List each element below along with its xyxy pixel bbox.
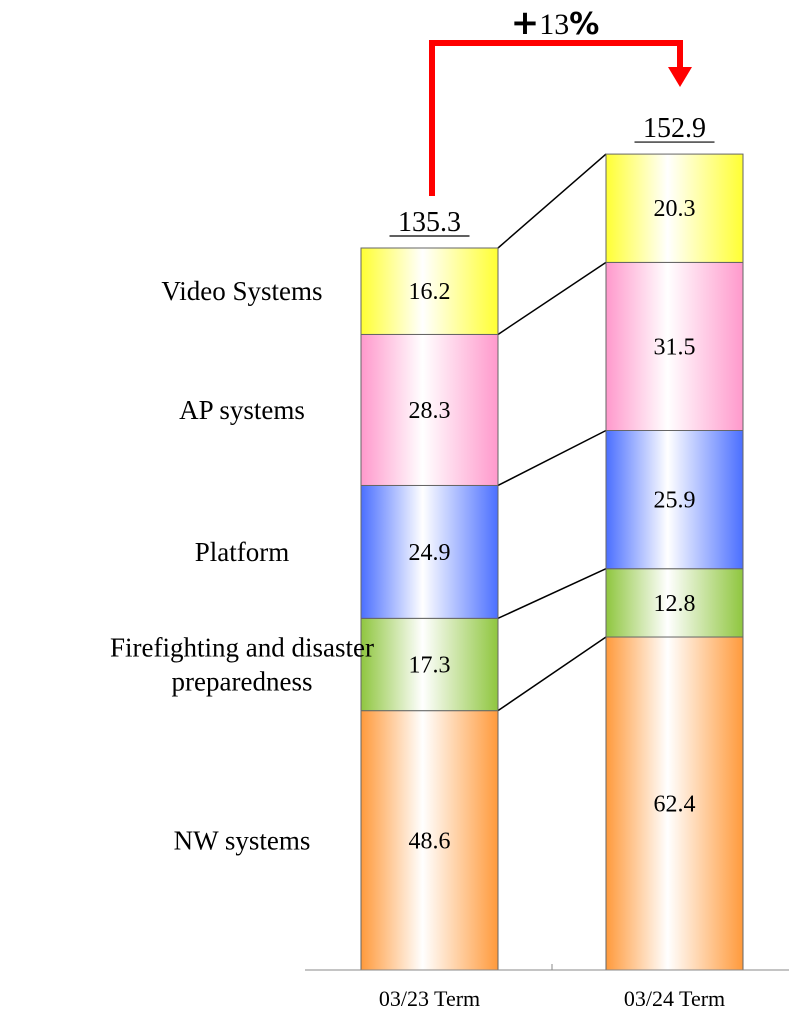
data-label-03-23-term-ap-systems: 28.3: [409, 398, 451, 424]
series-label-nw-systems: NW systems: [174, 825, 311, 855]
total-labels: 135.3 152.9: [389, 113, 715, 238]
connector-line-video-systems: [497, 153, 607, 249]
bar-03-24-term-platform: [605, 430, 744, 570]
series-label-firefighting-and-disaster-preparedness: Firefighting and disaster preparedness: [110, 632, 374, 696]
growth-arrow-head: [668, 67, 692, 87]
total-label-03-23-term: 135.3: [398, 207, 461, 238]
data-label-03-23-term-video-systems: 16.2: [409, 279, 451, 305]
series-label-video-systems: Video Systems: [161, 276, 322, 306]
growth-label: +13%: [511, 3, 600, 43]
data-label-03-24-term-firefighting-and-disaster-preparedness: 12.8: [654, 591, 696, 617]
bar-03-23-term-video-systems: [360, 247, 499, 335]
data-label-03-24-term-ap-systems: 31.5: [654, 334, 696, 360]
connector-line-nw-systems: [497, 636, 607, 712]
bar-03-24-term-ap-systems: [605, 261, 744, 432]
data-label-03-24-term-platform: 25.9: [654, 488, 696, 514]
data-label-03-24-term-nw-systems: 62.4: [654, 792, 696, 818]
connector-line-ap-systems: [497, 261, 607, 336]
bar-03-23-term-ap-systems: [360, 333, 499, 486]
growth-arrow-line: [429, 40, 683, 196]
bar-03-23-term-nw-systems: [360, 710, 499, 971]
growth-value: 13: [539, 8, 569, 41]
bar-03-24-term-nw-systems: [605, 636, 744, 971]
data-label-03-24-term-video-systems: 20.3: [654, 196, 696, 222]
x-tick-label-03-24-term: 03/24 Term: [624, 986, 725, 1011]
segment-labels: 48.6 17.3 24.9 28.3 16.2 62.4 12.8 25.9 31.5 20.3: [409, 196, 696, 854]
x-tick-label-03-23-term: 03/23 Term: [379, 986, 480, 1011]
series-labels: Video Systems AP systems Platform Firefight…: [110, 276, 374, 855]
connector-lines: [497, 153, 607, 712]
growth-annotation: +13%: [429, 3, 692, 196]
data-label-03-23-term-platform: 24.9: [409, 540, 451, 566]
bars: [360, 153, 744, 971]
connector-line-firefighting-and-disaster-preparedness: [497, 568, 607, 620]
data-label-03-23-term-firefighting-and-disaster-preparedness: 17.3: [409, 652, 451, 678]
data-label-03-23-term-nw-systems: 48.6: [409, 828, 451, 854]
series-label-ap-systems: AP systems: [179, 395, 305, 425]
total-label-03-24-term: 152.9: [643, 113, 706, 144]
series-label-platform: Platform: [195, 537, 290, 567]
category-labels: 03/23 Term 03/24 Term: [379, 986, 725, 1011]
bar-03-23-term-firefighting-and-disaster-preparedness: [360, 617, 499, 712]
growth-sign: +: [511, 3, 540, 43]
growth-unit: %: [569, 7, 599, 42]
bar-03-24-term-firefighting-and-disaster-preparedness: [605, 568, 744, 638]
bar-03-24-term-video-systems: [605, 153, 744, 263]
connector-line-platform: [497, 429, 607, 487]
